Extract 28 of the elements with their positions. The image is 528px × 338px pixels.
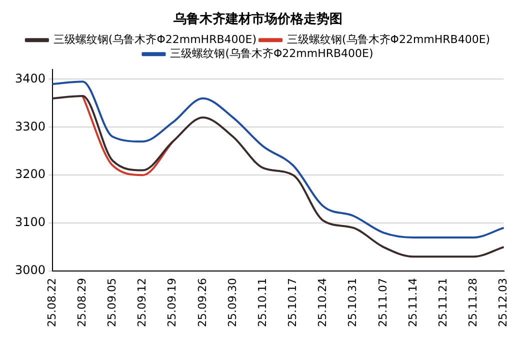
x-tick-label: 25.10.17 bbox=[286, 278, 300, 327]
x-tick-label: 25.09.19 bbox=[166, 278, 179, 327]
x-tick-label: 25.11.21 bbox=[436, 278, 450, 327]
line-series bbox=[82, 94, 174, 176]
y-tick-label: 3400 bbox=[14, 71, 46, 86]
x-tick-label: 25.08.22 bbox=[45, 278, 58, 327]
y-tick-label: 3000 bbox=[14, 263, 46, 278]
x-tick-label: 25.08.29 bbox=[75, 278, 88, 327]
x-tick-label: 25.10.31 bbox=[346, 278, 360, 327]
x-tick-label: 25.11.07 bbox=[376, 278, 390, 327]
legend-label: 三级螺纹钢(乌鲁木齐Φ22mmHRB400E) bbox=[287, 32, 490, 46]
x-tick-label: 25.12.03 bbox=[496, 278, 510, 327]
x-tick-label: 25.11.28 bbox=[466, 278, 480, 327]
y-tick-label: 3300 bbox=[14, 119, 46, 134]
legend-label: 三级螺纹钢(乌鲁木齐Φ22mmHRB400E) bbox=[53, 32, 256, 46]
x-tick-label: 25.09.05 bbox=[106, 278, 119, 327]
x-tick-label: 25.09.26 bbox=[196, 278, 209, 327]
x-tick-label: 25.09.12 bbox=[136, 278, 149, 327]
y-tick-label: 3100 bbox=[14, 215, 46, 230]
x-tick-label: 25.10.11 bbox=[256, 278, 269, 327]
line-series bbox=[52, 94, 505, 258]
legend-label: 三级螺纹钢(乌鲁木齐Φ22mmHRB400E) bbox=[170, 46, 374, 60]
chart-title: 乌鲁木齐建材市场价格走势图 bbox=[172, 11, 342, 28]
x-tick-label: 25.10.24 bbox=[316, 278, 330, 327]
x-tick-label: 25.11.14 bbox=[406, 278, 420, 327]
y-tick-label: 3200 bbox=[14, 167, 46, 182]
x-tick-label: 25.09.30 bbox=[226, 278, 239, 327]
line-series bbox=[52, 80, 505, 238]
